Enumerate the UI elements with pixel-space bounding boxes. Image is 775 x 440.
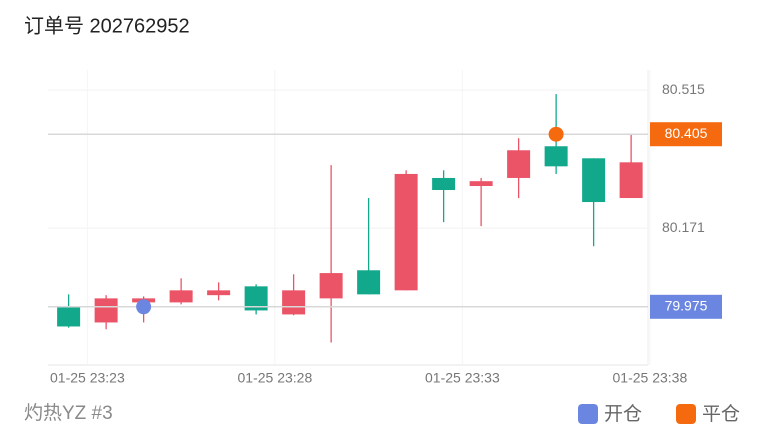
legend-swatch bbox=[676, 404, 696, 424]
candle-body bbox=[57, 306, 81, 327]
x-tick-label: 01-25 23:23 bbox=[50, 370, 125, 386]
candle-body bbox=[94, 298, 118, 323]
x-tick-label: 01-25 23:33 bbox=[425, 370, 500, 386]
x-tick-label: 01-25 23:38 bbox=[613, 370, 688, 386]
candle-body bbox=[244, 286, 268, 311]
candle-body bbox=[319, 273, 343, 299]
legend-label: 平仓 bbox=[702, 403, 740, 425]
legend-label: 开仓 bbox=[604, 403, 642, 425]
candle-body bbox=[282, 290, 306, 315]
y-tick-label: 80.171 bbox=[662, 219, 705, 235]
order-title: 订单号 202762952 bbox=[24, 14, 190, 37]
footer-label: 灼热YZ #3 bbox=[24, 402, 113, 424]
price-badge bbox=[650, 294, 722, 319]
candle-body bbox=[432, 177, 456, 191]
candle-body bbox=[394, 173, 418, 291]
candle-body bbox=[507, 150, 531, 178]
candle-body bbox=[544, 146, 568, 167]
candle-body bbox=[207, 290, 231, 296]
candle-body bbox=[582, 158, 606, 203]
price-badge bbox=[650, 122, 722, 147]
candle-body bbox=[469, 181, 493, 186]
candle-body bbox=[169, 290, 193, 303]
candle-body bbox=[357, 270, 381, 295]
trade-marker bbox=[136, 299, 152, 315]
price-badge-label: 79.975 bbox=[665, 298, 708, 314]
candle-body bbox=[619, 162, 643, 199]
x-tick-label: 01-25 23:28 bbox=[238, 370, 313, 386]
legend-swatch bbox=[578, 404, 598, 424]
trade-marker bbox=[548, 126, 564, 142]
price-badge-label: 80.405 bbox=[665, 125, 708, 141]
y-tick-label: 80.515 bbox=[662, 81, 705, 97]
